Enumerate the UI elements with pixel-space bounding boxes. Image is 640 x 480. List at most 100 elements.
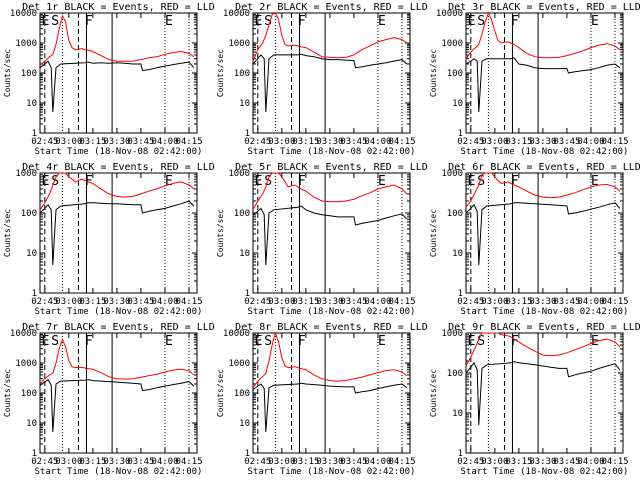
x-tick-label: 03:00 <box>481 457 508 467</box>
x-tick-label: 04:15 <box>388 137 415 147</box>
x-axis-label: Start Time (18-Nov-08 02:42:00) <box>248 467 416 477</box>
x-tick-label: 04:00 <box>577 137 604 147</box>
marker-letter: F <box>511 174 519 189</box>
y-tick-label: 1 <box>458 289 463 299</box>
x-tick-label: 02:45 <box>244 137 271 147</box>
x-tick-label: 03:30 <box>103 137 130 147</box>
x-tick-label: 04:00 <box>151 297 178 307</box>
y-tick-label: 100 <box>234 209 250 219</box>
y-axis-label: Counts/sec <box>429 49 438 97</box>
y-tick-label: 10 <box>452 409 463 419</box>
x-tick-label: 03:00 <box>268 137 295 147</box>
x-tick-label: 03:00 <box>55 457 82 467</box>
marker-letter: E <box>591 174 599 189</box>
marker-letter: E <box>255 174 263 189</box>
series-line-events <box>465 57 621 113</box>
y-axis-label: Counts/sec <box>429 209 438 257</box>
marker-letter: F <box>85 14 93 29</box>
marker-letter: E <box>378 334 386 349</box>
x-tick-label: 03:45 <box>340 297 367 307</box>
y-tick-label: 10 <box>26 99 37 109</box>
x-axis-label: Start Time (18-Nov-08 02:42:00) <box>35 467 203 477</box>
x-tick-label: 03:30 <box>529 297 556 307</box>
y-tick-label: 100 <box>447 209 463 219</box>
x-tick-label: 03:45 <box>340 137 367 147</box>
x-tick-label: 02:45 <box>31 297 58 307</box>
y-tick-label: 10 <box>26 419 37 429</box>
x-tick-label: 03:15 <box>292 457 319 467</box>
plot-frame <box>465 332 624 454</box>
x-tick-label: 03:45 <box>340 457 367 467</box>
marker-letter: S <box>51 14 59 29</box>
x-tick-label: 04:15 <box>175 137 202 147</box>
series-line-lld <box>252 12 408 62</box>
x-tick-label: 03:45 <box>553 297 580 307</box>
marker-letter: E <box>468 334 476 349</box>
marker-letter: E <box>591 14 599 29</box>
x-tick-label: 03:30 <box>529 457 556 467</box>
x-tick-label: 04:15 <box>388 457 415 467</box>
marker-letter: S <box>477 334 485 349</box>
x-axis-label: Start Time (18-Nov-08 02:42:00) <box>248 147 416 157</box>
y-tick-label: 10000 <box>223 9 250 19</box>
y-tick-label: 1 <box>458 449 463 459</box>
x-tick-label: 02:45 <box>31 137 58 147</box>
y-tick-label: 10000 <box>436 9 463 19</box>
plot-frame <box>252 332 411 454</box>
series-line-lld <box>39 14 195 66</box>
x-tick-label: 03:15 <box>79 457 106 467</box>
series-line-events <box>39 378 195 433</box>
marker-letter: S <box>477 174 485 189</box>
y-axis-label: Counts/sec <box>3 369 12 417</box>
y-axis-label: Counts/sec <box>3 209 12 257</box>
plot-frame <box>465 172 624 294</box>
x-tick-label: 03:45 <box>127 137 154 147</box>
y-tick-label: 100 <box>21 209 37 219</box>
x-tick-label: 03:15 <box>292 297 319 307</box>
y-tick-label: 1000 <box>228 169 250 179</box>
x-tick-label: 03:45 <box>553 137 580 147</box>
x-tick-label: 04:15 <box>601 457 628 467</box>
y-tick-label: 100 <box>234 69 250 79</box>
x-axis-label: Start Time (18-Nov-08 02:42:00) <box>35 147 203 157</box>
y-axis-label: Counts/sec <box>3 49 12 97</box>
series-line-events <box>39 60 195 113</box>
x-tick-label: 04:00 <box>577 297 604 307</box>
x-tick-label: 03:15 <box>292 137 319 147</box>
panel-title: Det 1r BLACK = Events, RED = LLD <box>22 2 215 13</box>
marker-letter: S <box>264 14 272 29</box>
marker-letter: F <box>298 334 306 349</box>
marker-letter: E <box>165 174 173 189</box>
x-tick-label: 02:45 <box>244 457 271 467</box>
marker-letter: S <box>264 174 272 189</box>
panel-title: Det 7r BLACK = Events, RED = LLD <box>22 322 215 333</box>
panel-title: Det 5r BLACK = Events, RED = LLD <box>235 162 428 173</box>
marker-letter: E <box>42 174 50 189</box>
panel-title: Det 4r BLACK = Events, RED = LLD <box>22 162 215 173</box>
marker-letter: F <box>85 174 93 189</box>
series-line-lld <box>465 11 621 59</box>
x-tick-label: 03:30 <box>316 137 343 147</box>
x-tick-label: 04:15 <box>388 297 415 307</box>
x-tick-label: 04:15 <box>601 137 628 147</box>
x-tick-label: 04:00 <box>364 297 391 307</box>
x-tick-label: 03:30 <box>103 457 130 467</box>
y-tick-label: 1 <box>245 289 250 299</box>
marker-letter: S <box>51 334 59 349</box>
y-axis-label: Counts/sec <box>429 369 438 417</box>
marker-letter: E <box>255 334 263 349</box>
x-tick-label: 03:15 <box>505 137 532 147</box>
x-tick-label: 03:30 <box>529 137 556 147</box>
series-line-events <box>39 200 195 266</box>
y-tick-label: 1000 <box>441 169 463 179</box>
series-line-lld <box>465 332 621 367</box>
x-tick-label: 03:00 <box>481 297 508 307</box>
panel-title: Det 3r BLACK = Events, RED = LLD <box>448 2 640 13</box>
series-line-lld <box>252 331 408 388</box>
x-tick-label: 03:00 <box>481 137 508 147</box>
